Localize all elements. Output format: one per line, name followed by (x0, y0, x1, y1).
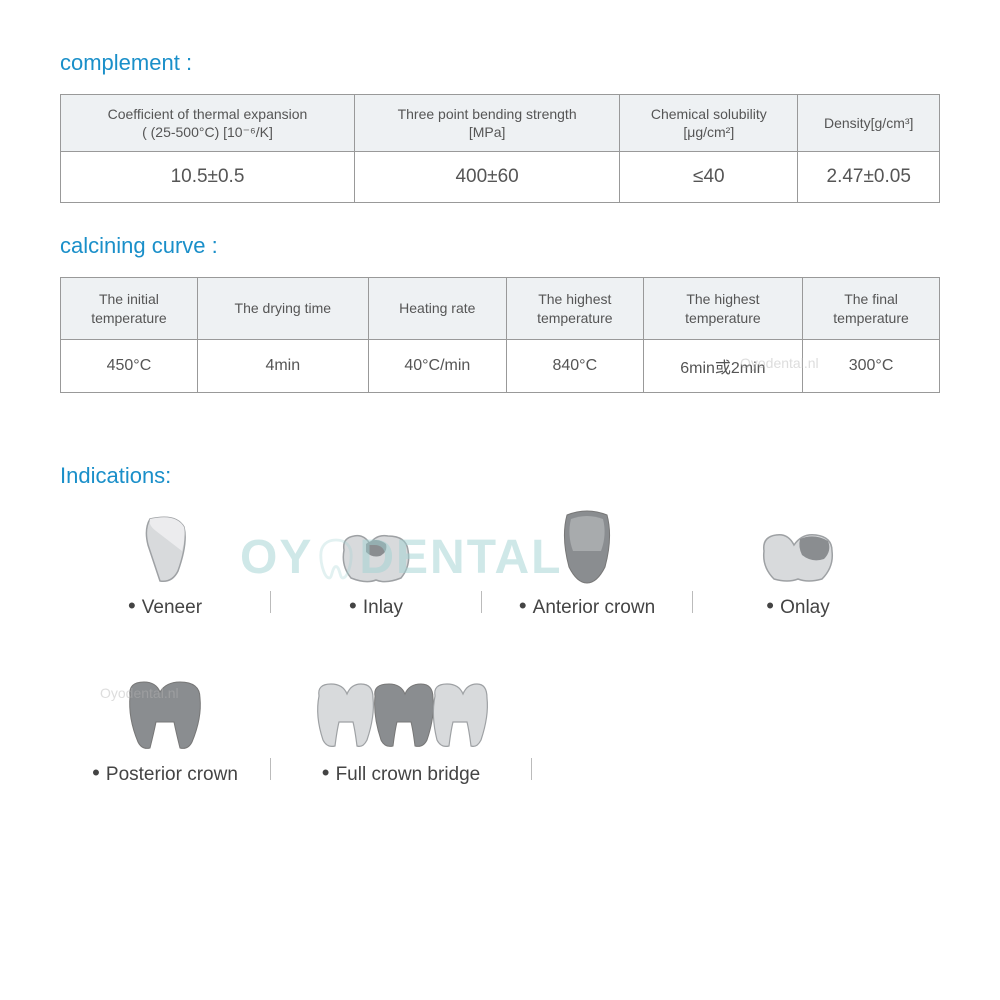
table-row: 10.5±0.5 400±60 ≤40 2.47±0.05 (61, 152, 940, 203)
indication-item: Inlay (271, 507, 481, 619)
th: Coefficient of thermal expansion( (25-50… (61, 95, 355, 152)
complement-table: Coefficient of thermal expansion( (25-50… (60, 94, 940, 203)
th: Density[g/cm³] (798, 95, 940, 152)
td: 840°C (506, 339, 643, 392)
table-row: 450°C 4min 40°C/min 840°C 6min或2min 300°… (61, 339, 940, 392)
inlay-icon (336, 507, 416, 585)
th: Heating rate (368, 278, 506, 339)
table-header-row: The initialtemperature The drying time H… (61, 278, 940, 339)
td: 10.5±0.5 (61, 152, 355, 203)
posterior-crown-icon (120, 674, 210, 752)
td: 6min或2min (643, 339, 802, 392)
indication-item: Anterior crown (482, 507, 692, 619)
th: The drying time (197, 278, 368, 339)
onlay-icon (756, 507, 840, 585)
veneer-icon (138, 507, 193, 585)
indication-label: Inlay (349, 593, 403, 619)
section-title-calcining: calcining curve : (60, 233, 940, 259)
th: The highesttemperature (643, 278, 802, 339)
section-title-complement: complement : (60, 50, 940, 76)
td: 4min (197, 339, 368, 392)
th: The finaltemperature (803, 278, 940, 339)
th: The highesttemperature (506, 278, 643, 339)
indication-label: Anterior crown (519, 593, 655, 619)
indication-item: Full crown bridge (271, 674, 531, 786)
td: 2.47±0.05 (798, 152, 940, 203)
full-crown-bridge-icon (311, 674, 491, 752)
calcining-table: The initialtemperature The drying time H… (60, 277, 940, 392)
th: Chemical solubility[μg/cm²] (620, 95, 798, 152)
th: Three point bending strength[MPa] (354, 95, 619, 152)
indications-row-2: Posterior crown Full crown bridge (60, 674, 940, 786)
table-header-row: Coefficient of thermal expansion( (25-50… (61, 95, 940, 152)
indication-item: Onlay (693, 507, 903, 619)
anterior-crown-icon (557, 507, 617, 585)
indications-row-1: Veneer Inlay Anterior crown Onlay (60, 507, 940, 619)
td: 300°C (803, 339, 940, 392)
indication-item: Posterior crown (60, 674, 270, 786)
indication-label: Onlay (766, 593, 829, 619)
td: 40°C/min (368, 339, 506, 392)
td: 450°C (61, 339, 198, 392)
indication-label: Veneer (128, 593, 202, 619)
td: 400±60 (354, 152, 619, 203)
td: ≤40 (620, 152, 798, 203)
section-title-indications: Indications: (60, 463, 940, 489)
indication-label: Posterior crown (92, 760, 238, 786)
indication-item: Veneer (60, 507, 270, 619)
separator (531, 758, 532, 780)
th: The initialtemperature (61, 278, 198, 339)
indication-label: Full crown bridge (322, 760, 481, 786)
